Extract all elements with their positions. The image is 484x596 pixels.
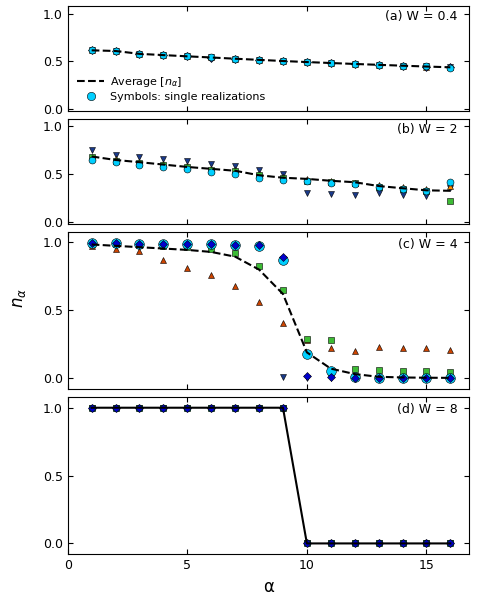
Text: $n_\alpha$: $n_\alpha$ [10,288,29,308]
X-axis label: α: α [263,578,274,595]
Text: (a) W = 0.4: (a) W = 0.4 [385,10,457,23]
Text: (b) W = 2: (b) W = 2 [397,123,457,136]
Text: (d) W = 8: (d) W = 8 [397,403,457,416]
Legend: Average $[n_{\alpha}]$, Symbols: single realizations: Average $[n_{\alpha}]$, Symbols: single … [73,72,269,105]
Text: (c) W = 4: (c) W = 4 [398,238,457,251]
